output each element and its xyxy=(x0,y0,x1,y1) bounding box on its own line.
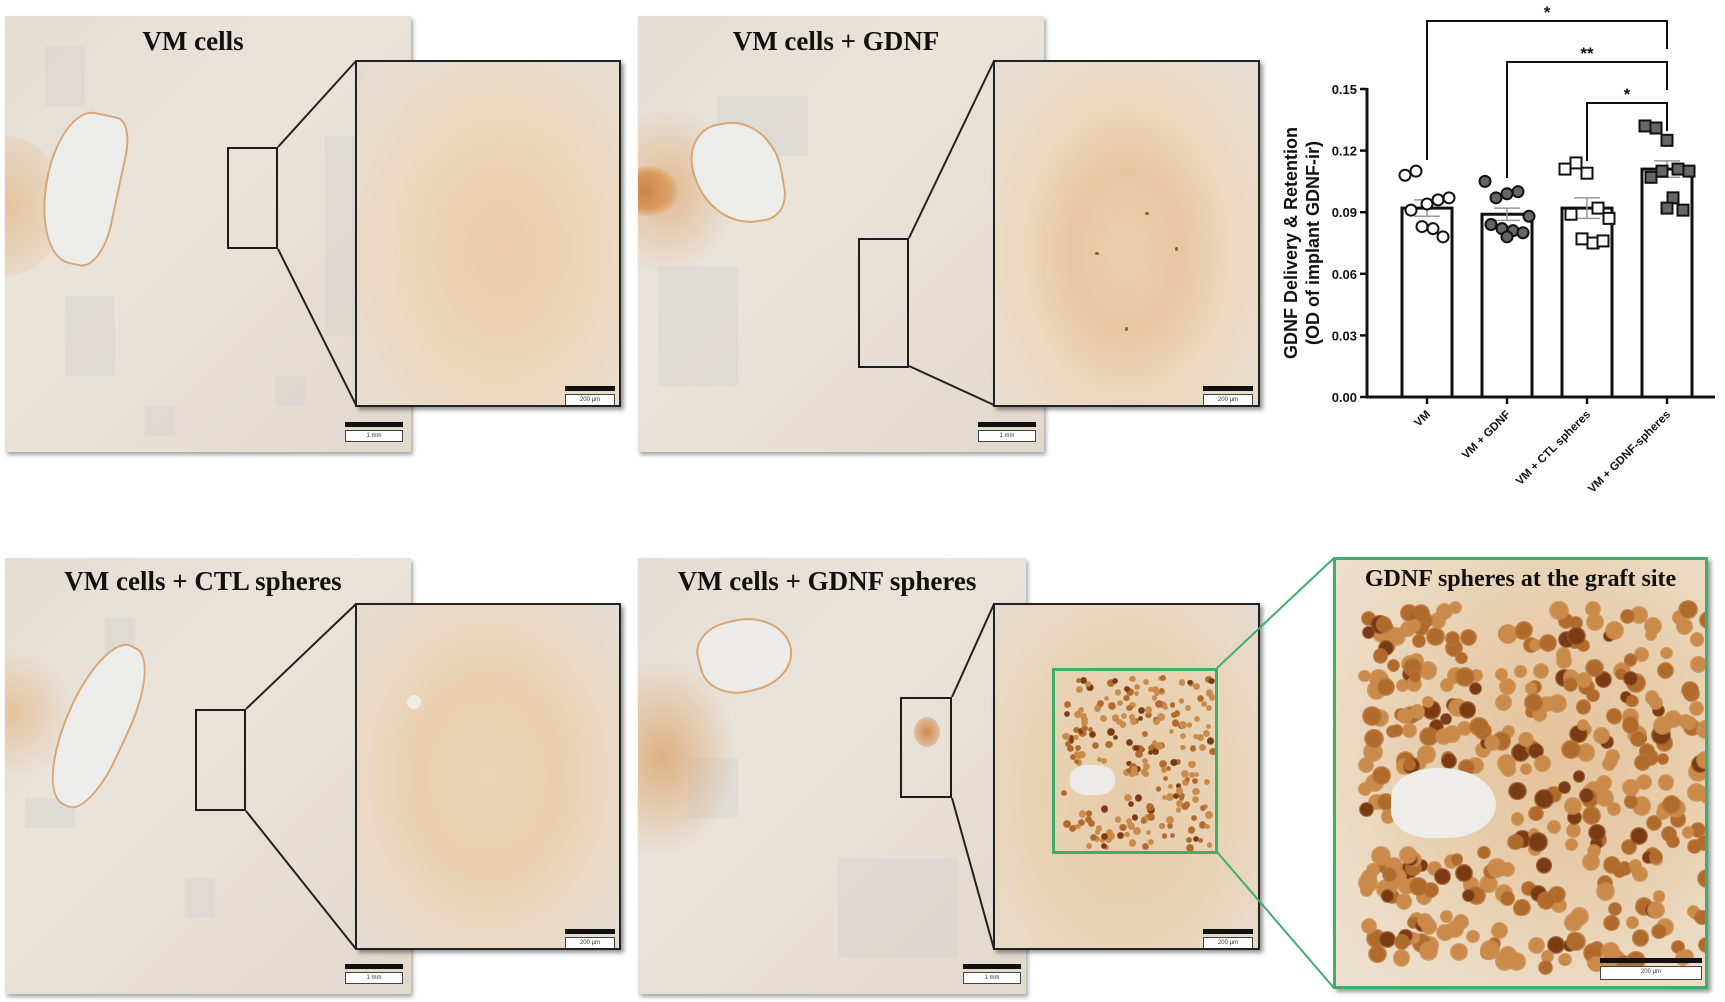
y-tick-label: 0.09 xyxy=(1332,205,1357,220)
data-point xyxy=(1676,203,1690,217)
y-tick-label: 0.00 xyxy=(1332,390,1357,405)
significance-bracket xyxy=(1506,61,1668,178)
inset-vm-ctl-spheres: 200 µm xyxy=(355,603,621,950)
significance-label: * xyxy=(1624,85,1631,104)
micrograph-vm-ctl-spheres: VM cells + CTL spheres 1 mm xyxy=(5,558,411,994)
data-point xyxy=(1404,203,1418,217)
data-point xyxy=(1564,207,1578,221)
data-point xyxy=(1500,230,1514,244)
panel-title: VM cells + GDNF xyxy=(732,26,940,56)
roi-box xyxy=(227,147,278,249)
significance-bracket xyxy=(1426,20,1668,160)
significance-label: * xyxy=(1544,3,1551,22)
data-point xyxy=(1420,197,1434,211)
data-point xyxy=(1655,164,1669,178)
inset-vm-gdnf: 200 µm xyxy=(993,60,1260,407)
data-point xyxy=(1442,191,1456,205)
roi-box xyxy=(195,709,246,811)
y-tick-label: 0.15 xyxy=(1332,82,1357,97)
data-point xyxy=(1596,234,1610,248)
y-axis-label: GDNF Delivery & Retention xyxy=(1281,127,1301,359)
data-point xyxy=(1478,174,1492,188)
data-point xyxy=(1436,230,1450,244)
roi-box xyxy=(858,238,909,368)
micrograph-vm-cells: VM cells 1 mm xyxy=(5,16,411,452)
roi-box xyxy=(900,697,952,798)
data-point xyxy=(1660,133,1674,147)
inset-vm-gdnf-spheres: 200 µm xyxy=(993,603,1260,950)
data-point xyxy=(1426,222,1440,236)
data-point xyxy=(1591,201,1605,215)
data-point xyxy=(1580,166,1594,180)
data-point xyxy=(1511,185,1525,199)
y-tick-label: 0.12 xyxy=(1332,144,1357,159)
highlight-box xyxy=(1052,668,1218,854)
data-point xyxy=(1522,209,1536,223)
panel-title: VM cells + CTL spheres xyxy=(64,566,342,596)
y-tick-label: 0.03 xyxy=(1332,328,1357,343)
data-point xyxy=(1484,218,1498,232)
data-point xyxy=(1516,226,1530,240)
panel-title: VM cells xyxy=(142,26,244,56)
micrograph-vm-gdnf-spheres: VM cells + GDNF spheres 1 mm xyxy=(638,558,1026,994)
micrograph-vm-gdnf: VM cells + GDNF 1 mm xyxy=(638,16,1044,452)
data-point xyxy=(1660,201,1674,215)
y-tick-label: 0.06 xyxy=(1332,267,1357,282)
inset-vm-cells: 200 µm xyxy=(355,60,621,407)
y-axis-label: (OD of implant GDNF-ir) xyxy=(1303,141,1323,345)
gdnf-retention-bar-chart: 0.00 0.03 0.06 0.09 0.12 0.15 GDNF Delivery & … xyxy=(1281,3,1715,496)
data-point xyxy=(1398,168,1412,182)
bar xyxy=(1480,212,1534,399)
micrograph-graft-site: GDNF spheres at the graft site 200 µm xyxy=(1333,557,1708,989)
panel-title: GDNF spheres at the graft site xyxy=(1364,566,1677,592)
data-point xyxy=(1409,164,1423,178)
data-point xyxy=(1649,121,1663,135)
panel-title: VM cells + GDNF spheres xyxy=(677,566,977,596)
data-point xyxy=(1682,164,1696,178)
significance-bracket xyxy=(1586,102,1668,161)
data-point xyxy=(1489,191,1503,205)
data-point xyxy=(1602,211,1616,225)
data-point xyxy=(1569,156,1583,170)
significance-label: ** xyxy=(1580,44,1594,63)
